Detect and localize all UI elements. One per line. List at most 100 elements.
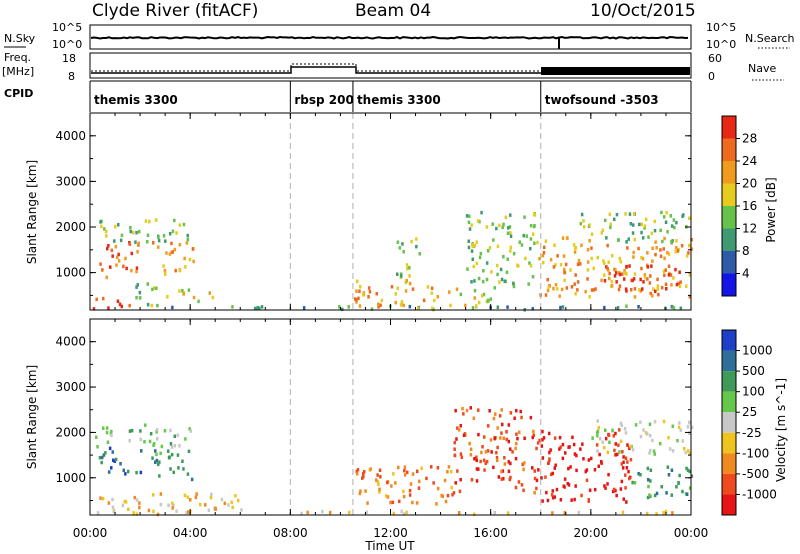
data-cell xyxy=(157,462,160,467)
data-cell xyxy=(406,266,409,271)
data-cell xyxy=(509,447,512,451)
data-cell xyxy=(607,472,610,477)
data-cell xyxy=(168,252,172,256)
data-cell xyxy=(651,438,654,443)
data-cell xyxy=(479,251,483,256)
data-cell xyxy=(590,232,594,236)
data-cell xyxy=(475,240,478,244)
data-cell xyxy=(117,259,121,263)
data-cell xyxy=(117,223,120,227)
data-cell xyxy=(157,238,161,243)
colorbar-tick-label: -25 xyxy=(742,426,762,440)
data-cell xyxy=(146,240,149,244)
cpid-row: CPID themis 3300 rbsp 200 themis 3300 twofs… xyxy=(4,80,692,112)
data-cell xyxy=(134,240,137,244)
data-cell xyxy=(665,287,668,291)
colorbar-swatch xyxy=(722,273,736,296)
data-cell xyxy=(111,254,114,258)
data-cell xyxy=(588,239,591,243)
data-cell xyxy=(519,409,522,414)
data-cell xyxy=(502,222,505,227)
data-cell xyxy=(631,278,634,283)
data-cell xyxy=(453,447,456,451)
colorbar-swatch xyxy=(722,371,736,392)
data-cell xyxy=(129,225,132,230)
data-cell xyxy=(169,467,172,471)
data-cell xyxy=(100,460,103,465)
data-cell xyxy=(523,215,526,219)
data-cell xyxy=(628,264,631,268)
data-cell xyxy=(678,284,682,289)
data-cell xyxy=(522,467,525,472)
data-cell xyxy=(260,305,264,309)
data-cell xyxy=(550,472,553,477)
freq-label-line2: [MHz] xyxy=(2,65,34,78)
data-cell xyxy=(565,286,569,290)
data-cell xyxy=(648,493,651,497)
data-cell xyxy=(553,436,557,440)
data-cell xyxy=(666,465,670,469)
data-cell xyxy=(518,430,521,434)
data-cell xyxy=(617,238,620,242)
data-cell xyxy=(547,285,550,289)
data-cell xyxy=(516,263,519,267)
data-cell xyxy=(464,303,467,308)
data-cell xyxy=(576,280,580,284)
colorbar-swatch xyxy=(722,412,736,433)
data-cell xyxy=(629,458,633,462)
data-cell xyxy=(515,432,518,436)
data-cell xyxy=(187,510,190,514)
data-cell xyxy=(671,424,674,428)
data-cell xyxy=(590,288,594,292)
data-cell xyxy=(178,268,182,273)
data-cell xyxy=(633,481,637,485)
data-cell xyxy=(496,244,500,249)
data-cell xyxy=(659,441,662,446)
data-cell xyxy=(586,248,590,252)
data-cell xyxy=(392,511,395,516)
data-cell xyxy=(459,452,463,456)
data-cell xyxy=(631,231,635,235)
data-cell xyxy=(509,213,512,217)
data-cell xyxy=(652,449,656,453)
velocity-ylabel: Slant Range [km] xyxy=(25,365,39,469)
data-cell xyxy=(690,425,694,430)
data-cell xyxy=(670,468,674,472)
time-axis-title: Time UT xyxy=(364,539,415,553)
data-cell xyxy=(566,236,569,240)
data-cell xyxy=(600,278,603,283)
nave-tick-high: 60 xyxy=(708,52,722,65)
data-cell xyxy=(600,461,603,465)
data-cell xyxy=(622,497,625,501)
data-cell xyxy=(488,246,492,250)
data-cell xyxy=(173,218,176,223)
data-cell xyxy=(532,212,536,217)
data-cell xyxy=(637,305,640,309)
data-cell xyxy=(664,306,667,311)
data-cell xyxy=(679,280,682,284)
data-cell xyxy=(127,507,130,512)
data-cell xyxy=(515,408,518,413)
data-cell xyxy=(646,251,649,255)
data-cell xyxy=(573,282,576,286)
data-cell xyxy=(355,298,358,302)
data-cell xyxy=(348,510,351,515)
colorbar-tick-label: 4 xyxy=(742,267,750,281)
data-cell xyxy=(356,471,359,476)
data-cell xyxy=(507,226,510,230)
data-cell xyxy=(670,305,674,309)
data-cell xyxy=(186,233,189,238)
data-cell xyxy=(688,295,692,299)
data-cell xyxy=(375,478,378,482)
data-cell xyxy=(170,445,174,449)
data-cell xyxy=(681,214,684,219)
colorbar-swatch xyxy=(722,432,736,454)
data-cell xyxy=(105,229,108,234)
data-cell xyxy=(168,232,172,236)
data-cell xyxy=(396,240,400,244)
data-cell xyxy=(411,500,414,505)
data-cell xyxy=(506,257,509,261)
data-cell xyxy=(129,229,132,234)
data-cell xyxy=(563,510,567,515)
